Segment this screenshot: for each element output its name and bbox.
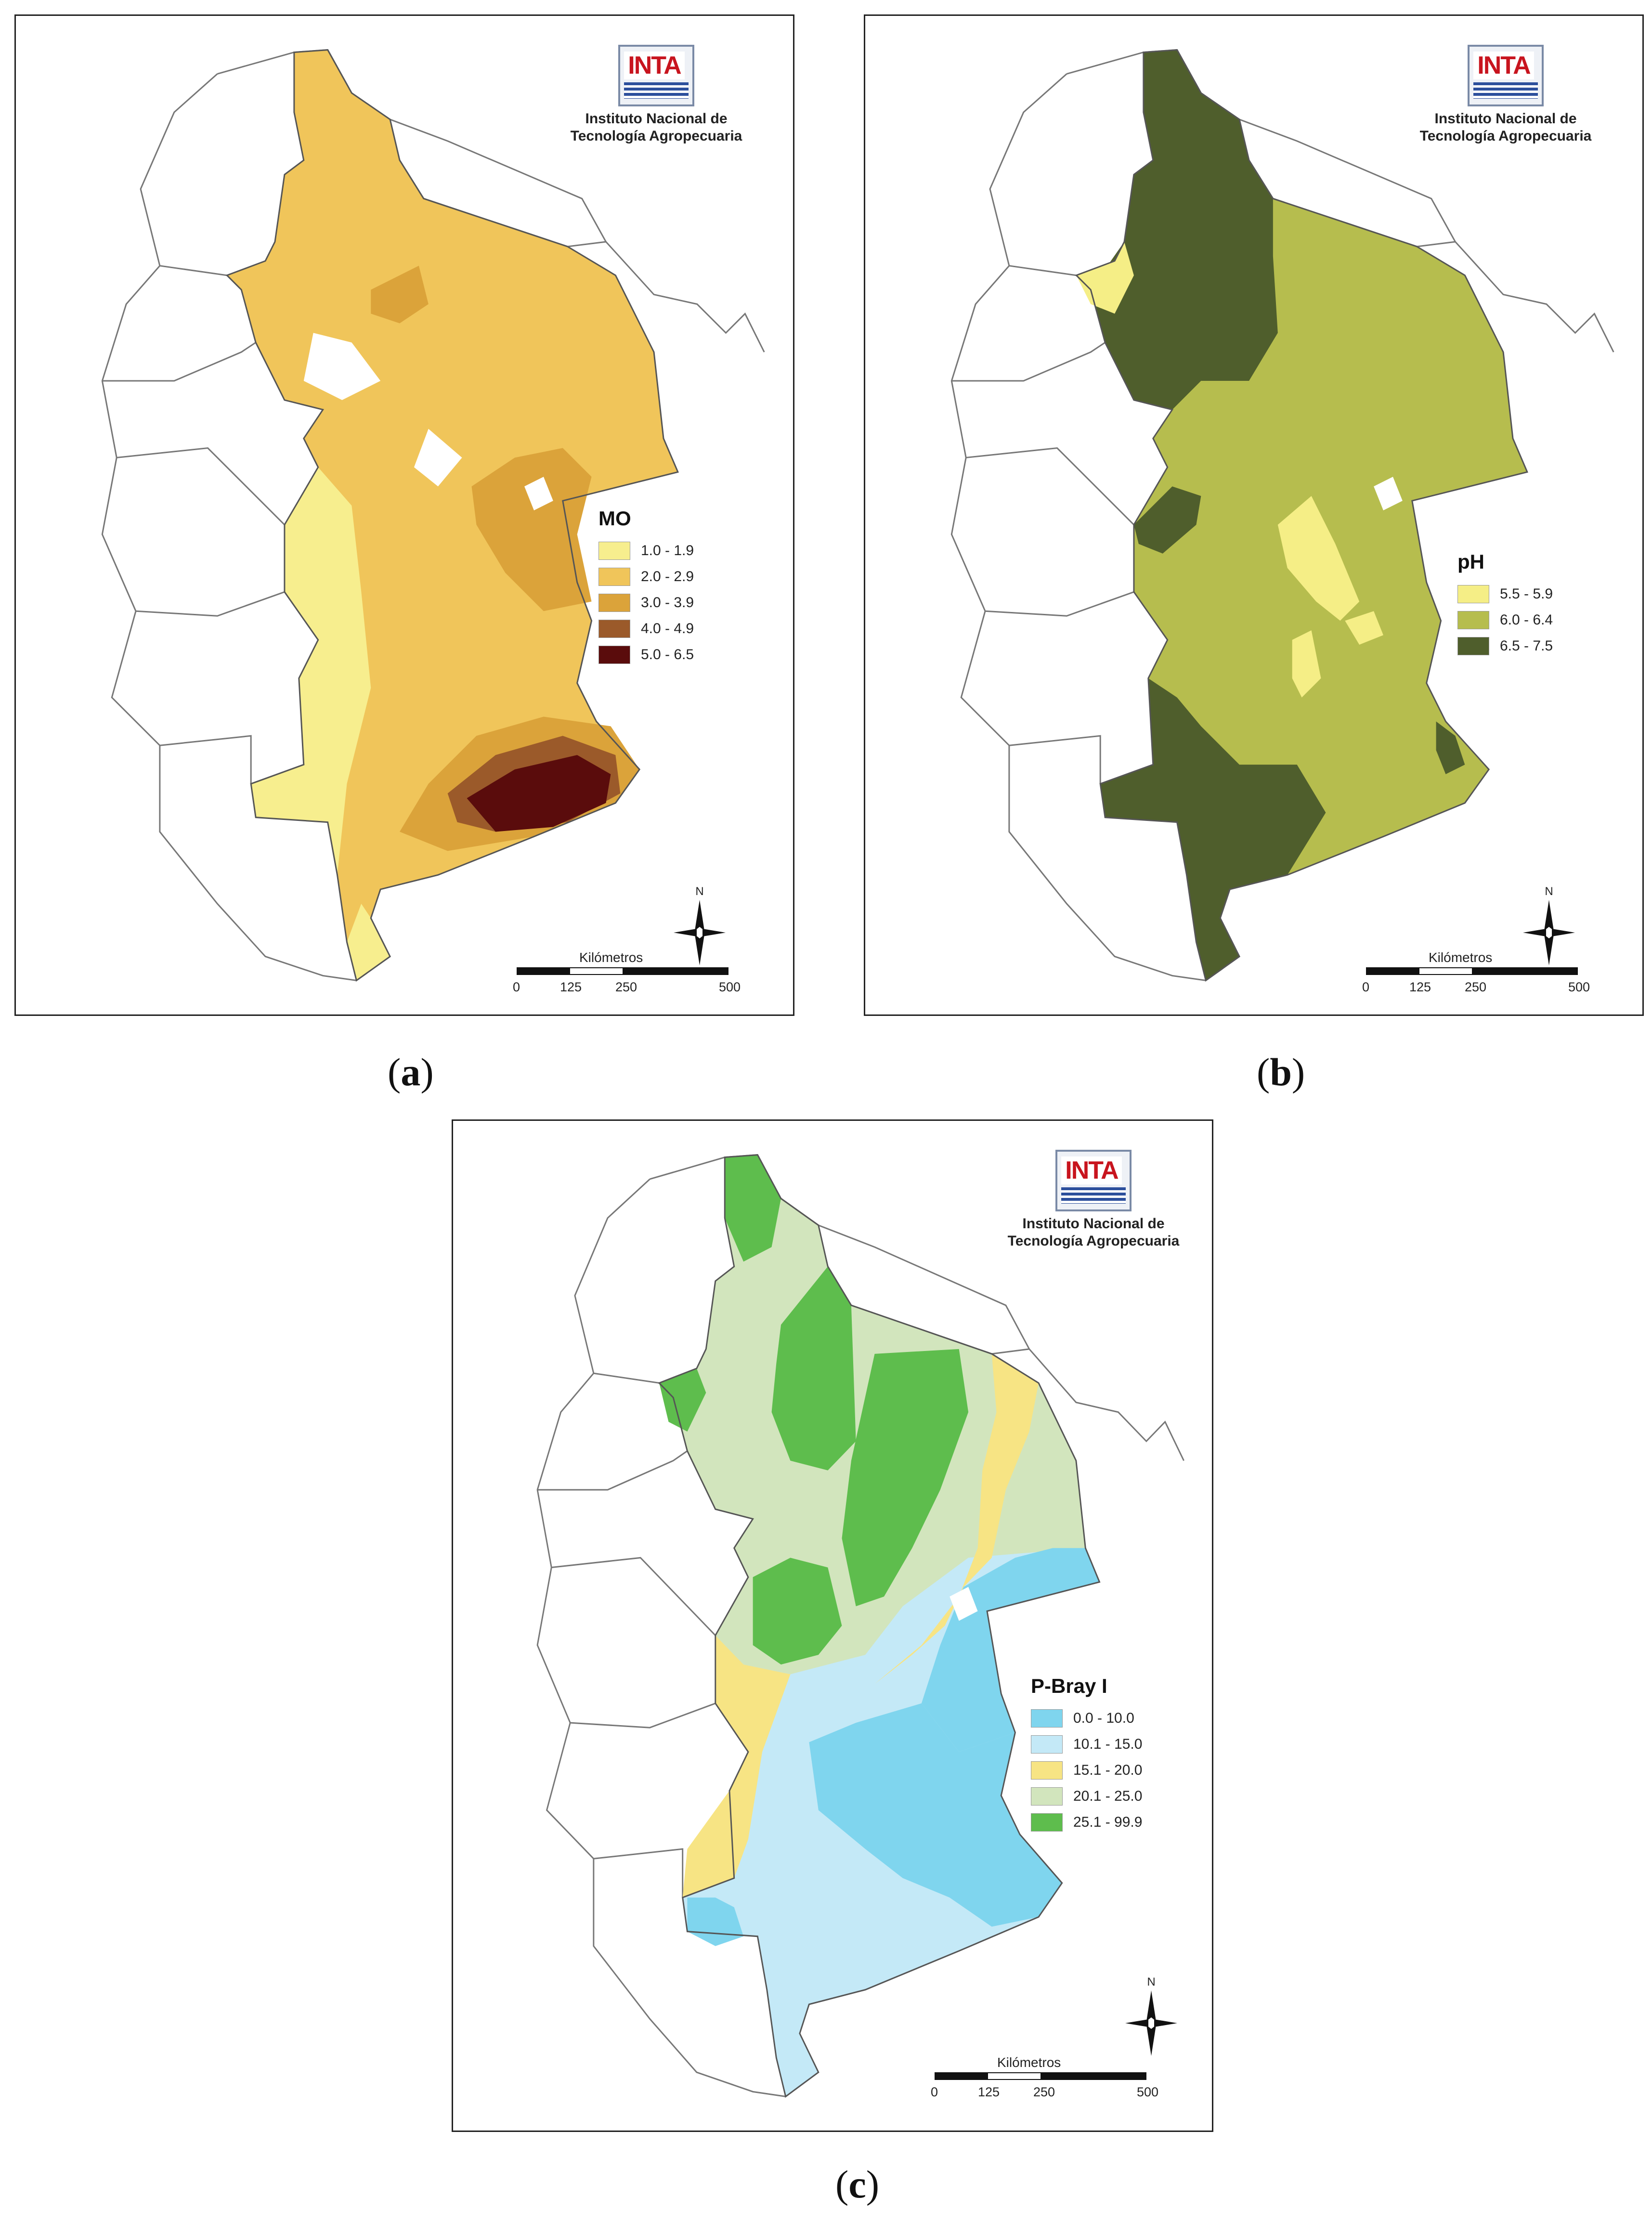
inta-name-line2: Tecnología Agropecuaria [1419,128,1592,144]
legend-swatch [1031,1735,1063,1754]
north-arrow-icon: N [671,883,728,969]
scale-title: Kilómetros [1429,950,1493,965]
scale-tick-0: 0 [513,980,520,994]
legend-swatch [598,646,630,664]
legend-item: 15.1 - 20.0 [1031,1757,1142,1783]
legend-item: 4.0 - 4.9 [598,616,694,642]
legend-item: 2.0 - 2.9 [598,564,694,590]
inta-logo-stripes [1061,1187,1126,1204]
north-arrow-icon: N [1520,883,1578,969]
legend-title: MO [598,507,631,530]
inta-name-line1: Instituto Nacional de [1434,111,1577,127]
legend-item: 6.0 - 6.4 [1457,607,1553,633]
inta-logo: INTA Instituto Nacional de Tecnología Ag… [1405,45,1607,145]
legend-item: 5.5 - 5.9 [1457,581,1553,607]
legend-swatch [1031,1709,1063,1728]
inta-logo-word: INTA [624,52,685,79]
legend-swatch [1031,1787,1063,1806]
legend-item: 25.1 - 99.9 [1031,1809,1142,1835]
inta-name-line1: Instituto Nacional de [585,111,728,127]
legend-item: 6.5 - 7.5 [1457,633,1553,659]
legend-item: 3.0 - 3.9 [598,590,694,616]
scale-tick-250: 250 [1465,980,1487,994]
scale-tick-0: 0 [1362,980,1370,994]
scale-tick-250: 250 [1033,2085,1055,2099]
legend-swatch [598,594,630,612]
legend-item: 5.0 - 6.5 [598,642,694,668]
p-bray-map [536,1154,1184,2097]
inta-logo-emblem: INTA [618,45,694,106]
legend-swatch [598,568,630,586]
legend-item: 20.1 - 25.0 [1031,1783,1142,1809]
inta-logo-text: Instituto Nacional de Tecnología Agropec… [555,110,757,145]
legend-item: 1.0 - 1.9 [598,538,694,564]
scale-title: Kilómetros [579,950,643,965]
legend-item: 0.0 - 10.0 [1031,1705,1142,1731]
scale-tick-125: 125 [560,980,582,994]
scale-bar: Kilómetros 0 125 250 500 [1356,950,1590,1003]
scale-bar: Kilómetros 0 125 250 500 [925,2055,1159,2108]
inta-logo-word: INTA [1473,52,1534,79]
legend-p-bray: P-Bray I 0.0 - 10.0 10.1 - 15.0 15.1 - 2… [1031,1675,1142,1835]
legend-swatch [1031,1761,1063,1780]
scale-bar-graphic [1366,967,1578,975]
legend-swatch [1457,611,1489,629]
scale-tick-500: 500 [1568,980,1590,994]
north-label: N [1545,885,1553,898]
inta-name-line1: Instituto Nacional de [1022,1216,1165,1232]
scale-tick-500: 500 [719,980,741,994]
north-label: N [695,885,703,898]
north-arrow-icon: N [1122,1973,1180,2060]
inta-logo-text: Instituto Nacional de Tecnología Agropec… [1405,110,1607,145]
caption-b: (b) [1257,1050,1305,1094]
map-panel-p-bray: INTA Instituto Nacional de Tecnología Ag… [452,1119,1213,2132]
inta-logo-text: Instituto Nacional de Tecnología Agropec… [992,1215,1195,1250]
legend-swatch [1457,585,1489,603]
scale-tick-250: 250 [615,980,637,994]
scale-tick-125: 125 [978,2085,1000,2099]
mo-map [101,49,765,981]
legend-swatch [598,620,630,638]
legend-swatch [1031,1813,1063,1832]
north-label: N [1147,1975,1155,1988]
caption-c: (c) [835,2162,880,2206]
scale-tick-0: 0 [931,2085,938,2099]
inta-logo: INTA Instituto Nacional de Tecnología Ag… [992,1150,1195,1250]
inta-logo-stripes [624,82,689,99]
inta-logo-emblem: INTA [1468,45,1544,106]
scale-bar: Kilómetros 0 125 250 500 [507,950,741,1003]
inta-name-line2: Tecnología Agropecuaria [570,128,742,144]
legend-swatch [1457,637,1489,655]
legend-swatch [598,542,630,560]
legend-item: 10.1 - 15.0 [1031,1731,1142,1757]
ph-zones [1076,50,1527,981]
map-panel-mo: INTA Instituto Nacional de Tecnología Ag… [14,14,794,1016]
inta-logo: INTA Instituto Nacional de Tecnología Ag… [555,45,757,145]
map-panel-ph: INTA Instituto Nacional de Tecnología Ag… [864,14,1644,1016]
legend-title: pH [1457,550,1484,573]
inta-logo-emblem: INTA [1055,1150,1132,1211]
legend-title: P-Bray I [1031,1675,1107,1697]
scale-tick-500: 500 [1137,2085,1159,2099]
legend-mo: MO 1.0 - 1.9 2.0 - 2.9 3.0 - 3.9 4.0 - 4… [598,507,694,668]
scale-title: Kilómetros [997,2055,1061,2070]
scale-bar-graphic [935,2072,1146,2080]
inta-name-line2: Tecnología Agropecuaria [1007,1233,1180,1249]
scale-bar-graphic [517,967,728,975]
inta-logo-stripes [1473,82,1538,99]
ph-map [950,49,1614,981]
p-bray-zones [659,1155,1100,2097]
inta-logo-word: INTA [1061,1156,1122,1184]
legend-ph: pH 5.5 - 5.9 6.0 - 6.4 6.5 - 7.5 [1457,550,1553,659]
scale-tick-125: 125 [1409,980,1431,994]
caption-a: (a) [388,1050,434,1094]
